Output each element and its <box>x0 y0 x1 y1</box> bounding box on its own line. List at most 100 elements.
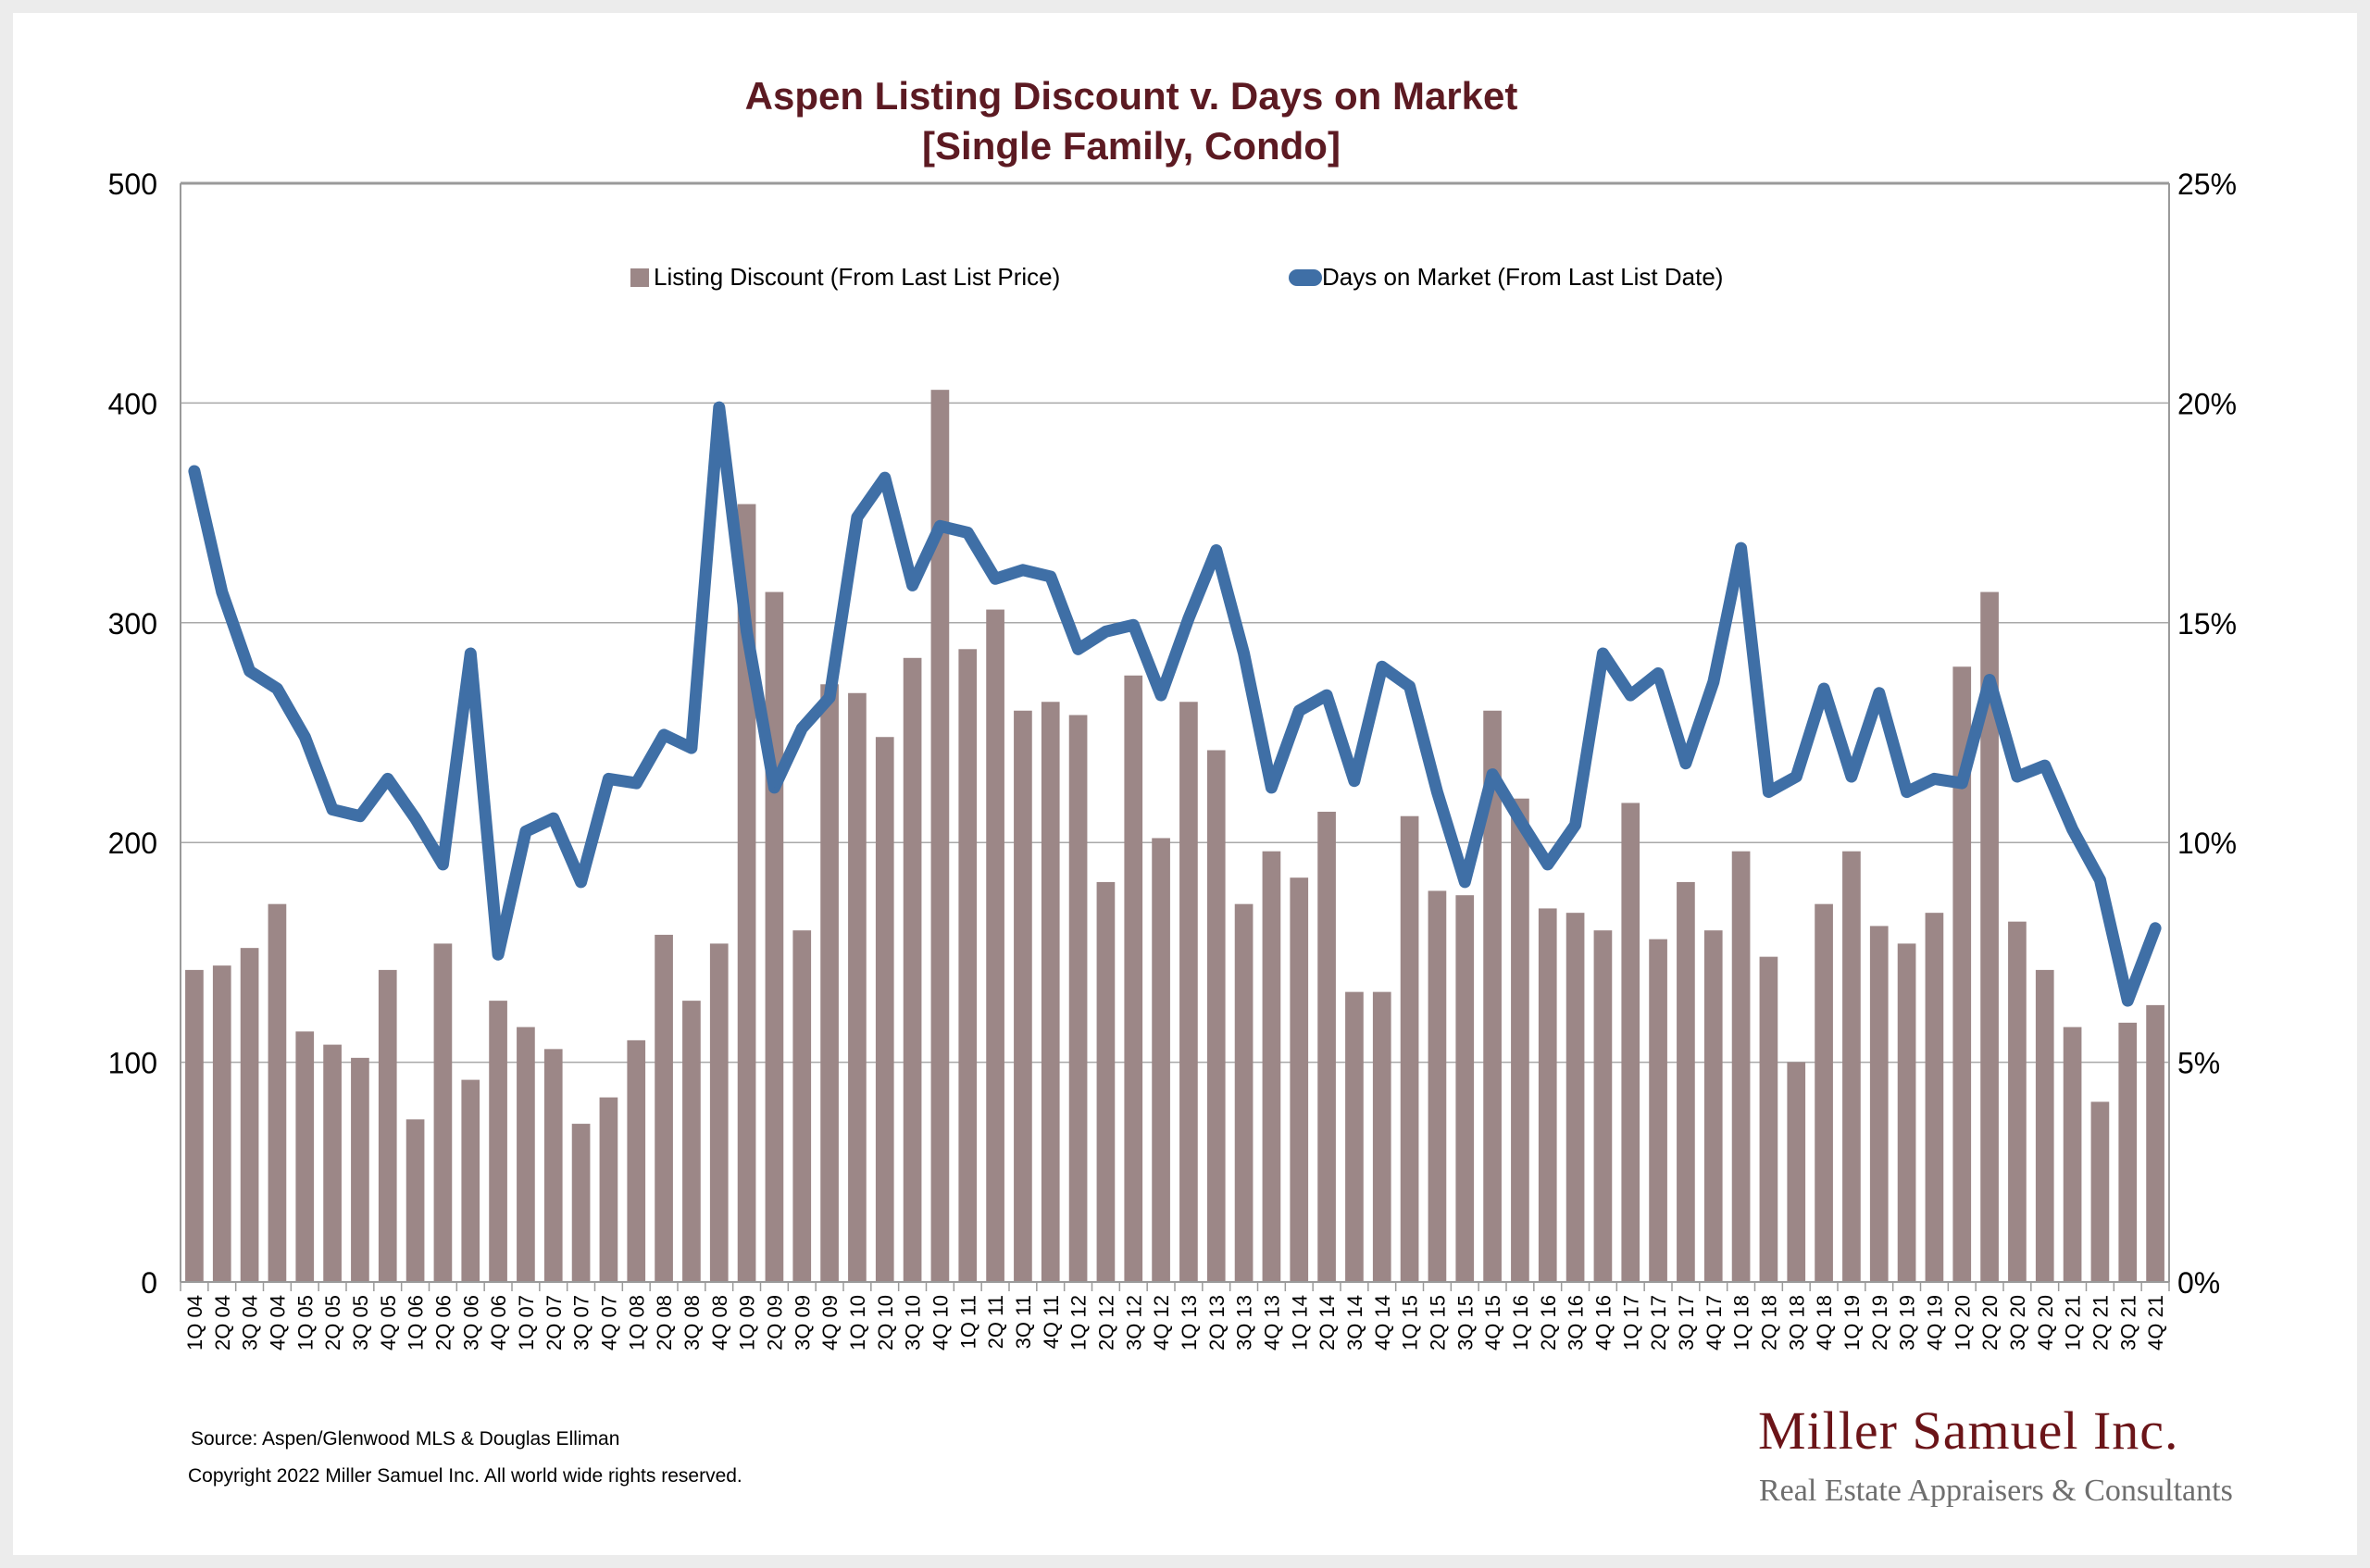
dom-point-4q-15 <box>1491 774 1493 776</box>
x-tick-label: 1Q 17 <box>1619 1295 1642 1350</box>
x-tick-label: 3Q 14 <box>1343 1295 1366 1350</box>
x-tick-label: 4Q 17 <box>1703 1295 1726 1350</box>
dom-point-1q-18 <box>1740 547 1742 549</box>
bar-1q-21 <box>2063 1027 2082 1282</box>
left-tick-label: 100 <box>108 1047 157 1080</box>
x-tick-label: 3Q 18 <box>1785 1295 1808 1350</box>
bar-1q-14 <box>1290 877 1309 1282</box>
bar-1q-13 <box>1179 702 1198 1282</box>
x-tick-label: 1Q 09 <box>736 1295 759 1350</box>
x-tick-label: 1Q 20 <box>1951 1295 1974 1350</box>
bar-2q-16 <box>1538 908 1557 1282</box>
left-tick-label: 0 <box>141 1266 157 1300</box>
days-on-market-line <box>188 401 2162 1007</box>
dom-point-2q-17 <box>1657 672 1659 674</box>
x-tick-label: 4Q 14 <box>1371 1295 1394 1350</box>
dom-point-1q-14 <box>1298 710 1300 712</box>
x-tick-label: 1Q 08 <box>625 1295 648 1350</box>
x-tick-label: 1Q 16 <box>1509 1295 1532 1350</box>
bar-4q-15 <box>1483 710 1502 1282</box>
x-tick-label: 2Q 15 <box>1426 1295 1449 1350</box>
dom-point-1q-06 <box>415 817 417 819</box>
x-tick-label: 1Q 07 <box>515 1295 538 1350</box>
x-tick-label: 2Q 16 <box>1537 1295 1560 1350</box>
right-tick-label: 10% <box>2177 827 2237 860</box>
bar-4q-10 <box>930 390 950 1282</box>
dom-point-2q-19 <box>1878 692 1880 694</box>
dom-point-1q-16 <box>1519 819 1521 821</box>
legend: Listing Discount (From Last List Price) … <box>630 263 1723 291</box>
x-tick-label: 1Q 12 <box>1067 1295 1091 1350</box>
left-tick-label: 400 <box>108 387 157 420</box>
x-tick-label: 2Q 08 <box>653 1295 676 1350</box>
bar-2q-14 <box>1317 811 1336 1282</box>
bar-1q-19 <box>1842 851 1861 1282</box>
dom-point-1q-10 <box>856 516 858 518</box>
x-tick-label: 3Q 07 <box>570 1295 593 1350</box>
x-tick-label: 1Q 15 <box>1399 1295 1422 1350</box>
dom-point-3q-14 <box>1353 780 1355 782</box>
bar-2q-04 <box>212 965 231 1282</box>
x-tick-label: 3Q 21 <box>2116 1295 2139 1350</box>
x-tick-label: 2Q 13 <box>1205 1295 1229 1350</box>
dom-point-3q-11 <box>1022 569 1024 571</box>
chart-subtitle: [Single Family, Condo] <box>922 124 1341 168</box>
x-tick-label: 3Q 10 <box>902 1295 925 1350</box>
bar-1q-04 <box>185 969 204 1282</box>
dom-point-3q-07 <box>580 881 582 883</box>
x-tick-label: 3Q 09 <box>791 1295 814 1350</box>
bar-2q-06 <box>433 943 453 1282</box>
bar-4q-21 <box>2146 1004 2164 1282</box>
x-tick-label: 2Q 09 <box>763 1295 786 1350</box>
dom-point-1q-09 <box>746 630 748 632</box>
x-tick-label: 3Q 06 <box>459 1295 482 1350</box>
dom-point-4q-13 <box>1270 787 1272 789</box>
x-tick-label: 1Q 18 <box>1730 1295 1753 1350</box>
x-tick-label: 4Q 19 <box>1923 1295 1946 1350</box>
dom-point-2q-09 <box>773 787 775 789</box>
x-tick-label: 4Q 21 <box>2144 1295 2167 1350</box>
x-tick-label: 1Q 06 <box>405 1295 428 1350</box>
x-tick-label: 4Q 11 <box>1040 1295 1063 1349</box>
bar-1q-10 <box>848 692 867 1282</box>
bar-3q-11 <box>1014 710 1032 1282</box>
bar-2q-12 <box>1096 881 1116 1282</box>
x-tick-label: 1Q 13 <box>1178 1295 1201 1350</box>
dom-point-3q-18 <box>1795 776 1797 778</box>
bar-2q-13 <box>1206 750 1226 1282</box>
bar-4q-18 <box>1815 903 1833 1282</box>
dom-point-3q-21 <box>2127 1000 2128 1002</box>
bar-4q-05 <box>378 969 397 1282</box>
dom-point-2q-08 <box>663 734 665 736</box>
dom-point-4q-11 <box>1050 576 1052 578</box>
x-tick-label: 3Q 04 <box>239 1295 262 1350</box>
x-tick-label: 1Q 04 <box>183 1295 206 1350</box>
dom-point-3q-20 <box>2016 776 2018 778</box>
dom-point-4q-20 <box>2044 765 2046 766</box>
x-tick-label: 2Q 18 <box>1757 1295 1780 1350</box>
bar-2q-11 <box>986 609 1004 1282</box>
dom-point-1q-07 <box>525 830 527 832</box>
bar-3q-14 <box>1345 991 1364 1282</box>
dom-point-3q-12 <box>1132 624 1134 626</box>
left-tick-label: 300 <box>108 607 157 641</box>
dom-point-4q-05 <box>387 778 389 779</box>
dom-point-4q-18 <box>1823 688 1825 690</box>
bar-3q-21 <box>2118 1022 2138 1282</box>
x-axis-ticks: 1Q 04 2Q 04 3Q 04 4Q 04 1Q 05 2Q 05 3Q 05 4Q 05… <box>183 1295 2167 1350</box>
dom-point-2q-12 <box>1104 630 1106 632</box>
line-series <box>188 401 2162 1007</box>
dom-point-1q-20 <box>1961 782 1963 784</box>
dom-point-2q-05 <box>331 809 333 811</box>
dom-point-2q-07 <box>553 817 555 819</box>
x-tick-label: 3Q 08 <box>680 1295 704 1350</box>
x-tick-label: 2Q 14 <box>1316 1295 1339 1350</box>
x-tick-label: 2Q 12 <box>1094 1295 1117 1350</box>
dom-point-4q-19 <box>1933 778 1935 779</box>
x-tick-label: 4Q 10 <box>929 1295 952 1350</box>
bar-3q-09 <box>792 930 812 1282</box>
axes <box>180 183 2170 1291</box>
dom-point-1q-13 <box>1188 617 1190 619</box>
bar-3q-17 <box>1677 881 1695 1282</box>
bar-1q-12 <box>1068 715 1088 1282</box>
